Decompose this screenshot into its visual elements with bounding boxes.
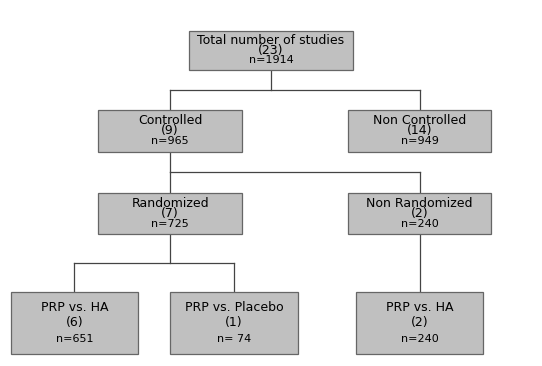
Text: PRP vs. HA: PRP vs. HA	[386, 301, 454, 314]
FancyBboxPatch shape	[348, 111, 492, 152]
Text: Total number of studies: Total number of studies	[197, 34, 345, 47]
Text: Randomized: Randomized	[131, 197, 209, 210]
Text: PRP vs. Placebo: PRP vs. Placebo	[184, 301, 283, 314]
Text: (14): (14)	[407, 124, 433, 138]
Text: Non Controlled: Non Controlled	[373, 114, 466, 127]
FancyBboxPatch shape	[356, 291, 483, 354]
Text: n=240: n=240	[401, 219, 438, 229]
Text: Controlled: Controlled	[138, 114, 202, 127]
Text: n=240: n=240	[401, 333, 438, 344]
Text: (2): (2)	[411, 207, 429, 220]
Text: n=965: n=965	[151, 136, 189, 146]
FancyBboxPatch shape	[348, 193, 492, 234]
Text: (9): (9)	[162, 124, 179, 138]
FancyBboxPatch shape	[170, 291, 298, 354]
Text: n=949: n=949	[401, 136, 438, 146]
FancyBboxPatch shape	[99, 111, 242, 152]
Text: (23): (23)	[258, 44, 284, 57]
Text: (2): (2)	[411, 316, 429, 329]
Text: PRP vs. HA: PRP vs. HA	[41, 301, 108, 314]
FancyBboxPatch shape	[189, 31, 353, 70]
Text: (1): (1)	[225, 316, 243, 329]
Text: n=651: n=651	[56, 333, 93, 344]
Text: (7): (7)	[161, 207, 179, 220]
FancyBboxPatch shape	[11, 291, 138, 354]
Text: n=725: n=725	[151, 219, 189, 229]
Text: Non Randomized: Non Randomized	[366, 197, 473, 210]
Text: n=1914: n=1914	[249, 55, 293, 65]
FancyBboxPatch shape	[99, 193, 242, 234]
Text: n= 74: n= 74	[217, 333, 251, 344]
Text: (6): (6)	[66, 316, 83, 329]
